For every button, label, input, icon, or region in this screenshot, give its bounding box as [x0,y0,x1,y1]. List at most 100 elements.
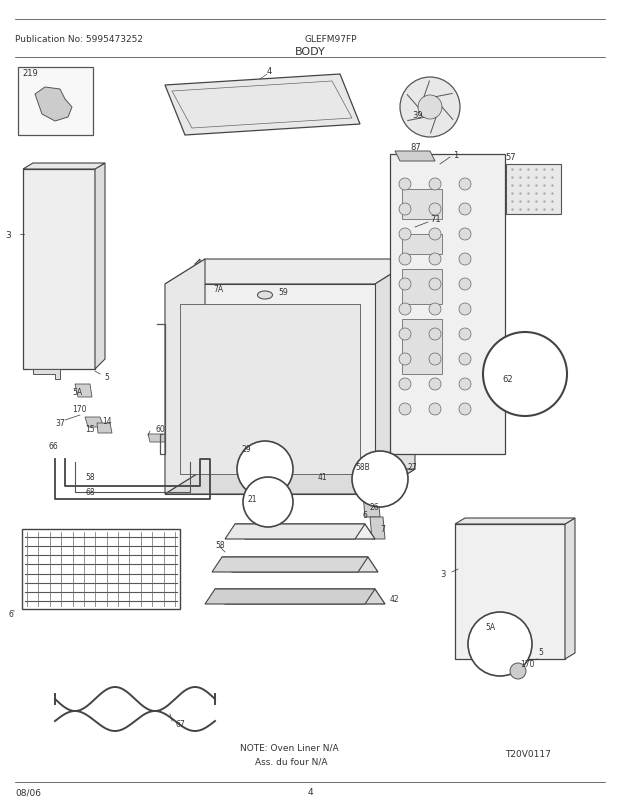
Circle shape [483,333,567,416]
Polygon shape [85,418,104,427]
Polygon shape [252,469,276,477]
Circle shape [429,179,441,191]
Circle shape [399,354,411,366]
Circle shape [429,354,441,366]
Text: 5: 5 [538,648,543,657]
Circle shape [429,304,441,316]
Text: 29: 29 [242,445,252,454]
Text: 66: 66 [48,442,58,451]
Polygon shape [165,260,415,285]
Circle shape [459,379,471,391]
Circle shape [399,278,411,290]
Text: 57: 57 [505,153,516,162]
Polygon shape [165,260,205,494]
Polygon shape [235,525,375,539]
Polygon shape [28,370,60,379]
Text: 59: 59 [278,288,288,297]
Bar [506,164,561,215]
Polygon shape [165,75,360,136]
Circle shape [400,78,460,138]
Bar [402,190,442,220]
Polygon shape [250,460,280,469]
Text: 4: 4 [307,788,313,796]
Circle shape [429,329,441,341]
Circle shape [418,96,442,119]
Bar [18,68,93,136]
Circle shape [459,354,471,366]
Polygon shape [165,469,415,494]
Polygon shape [212,557,368,573]
Text: 58: 58 [215,540,224,549]
Polygon shape [455,518,575,525]
Text: 170: 170 [72,405,87,414]
Circle shape [429,403,441,415]
Circle shape [399,253,411,265]
Text: 67: 67 [175,719,185,728]
Text: 58B: 58B [355,463,370,472]
Polygon shape [195,260,202,334]
Polygon shape [565,518,575,659]
Text: 27: 27 [408,463,418,472]
Polygon shape [455,525,565,659]
Text: 58: 58 [85,473,95,482]
Text: 170: 170 [520,660,534,669]
Text: T20V0117: T20V0117 [505,750,551,759]
Polygon shape [480,634,518,647]
Bar [22,529,180,610]
Text: 4: 4 [267,67,272,76]
Circle shape [459,229,471,241]
Bar [402,320,442,375]
Polygon shape [205,589,375,604]
Circle shape [459,179,471,191]
Text: 5A: 5A [72,388,82,397]
Polygon shape [363,494,380,517]
Text: 6: 6 [363,511,368,520]
Circle shape [399,403,411,415]
Polygon shape [35,88,72,122]
Text: 41: 41 [318,473,327,482]
Polygon shape [148,435,168,443]
Circle shape [429,253,441,265]
Text: 08/06: 08/06 [15,788,41,796]
Text: 6': 6' [8,610,15,618]
Text: 42: 42 [390,595,400,604]
Circle shape [429,278,441,290]
Polygon shape [95,164,105,370]
Polygon shape [505,358,548,373]
Circle shape [510,663,526,679]
Circle shape [237,441,293,497]
Polygon shape [254,493,282,502]
Text: 21: 21 [248,495,257,504]
Circle shape [459,329,471,341]
Circle shape [399,229,411,241]
Polygon shape [222,557,378,573]
Polygon shape [23,170,95,370]
Text: 60: 60 [155,425,165,434]
Polygon shape [225,525,365,539]
Text: 26: 26 [370,503,379,512]
Circle shape [459,253,471,265]
Circle shape [352,452,408,508]
Circle shape [468,612,532,676]
Bar [402,235,442,255]
Text: 62: 62 [502,375,513,384]
Circle shape [429,204,441,216]
Circle shape [399,304,411,316]
Bar [402,269,442,305]
Polygon shape [215,589,385,604]
Text: 87: 87 [410,144,421,152]
Polygon shape [390,155,505,455]
Polygon shape [370,517,385,539]
Polygon shape [368,480,392,488]
Text: 68: 68 [85,488,95,497]
Polygon shape [165,285,375,494]
Circle shape [399,204,411,216]
Circle shape [399,379,411,391]
Text: NOTE: Oven Liner N/A: NOTE: Oven Liner N/A [240,743,339,751]
Circle shape [399,329,411,341]
Text: 1: 1 [453,150,458,160]
Circle shape [459,204,471,216]
Polygon shape [510,373,540,382]
Polygon shape [75,384,92,398]
Text: eReplacementParts.com: eReplacementParts.com [247,424,373,435]
